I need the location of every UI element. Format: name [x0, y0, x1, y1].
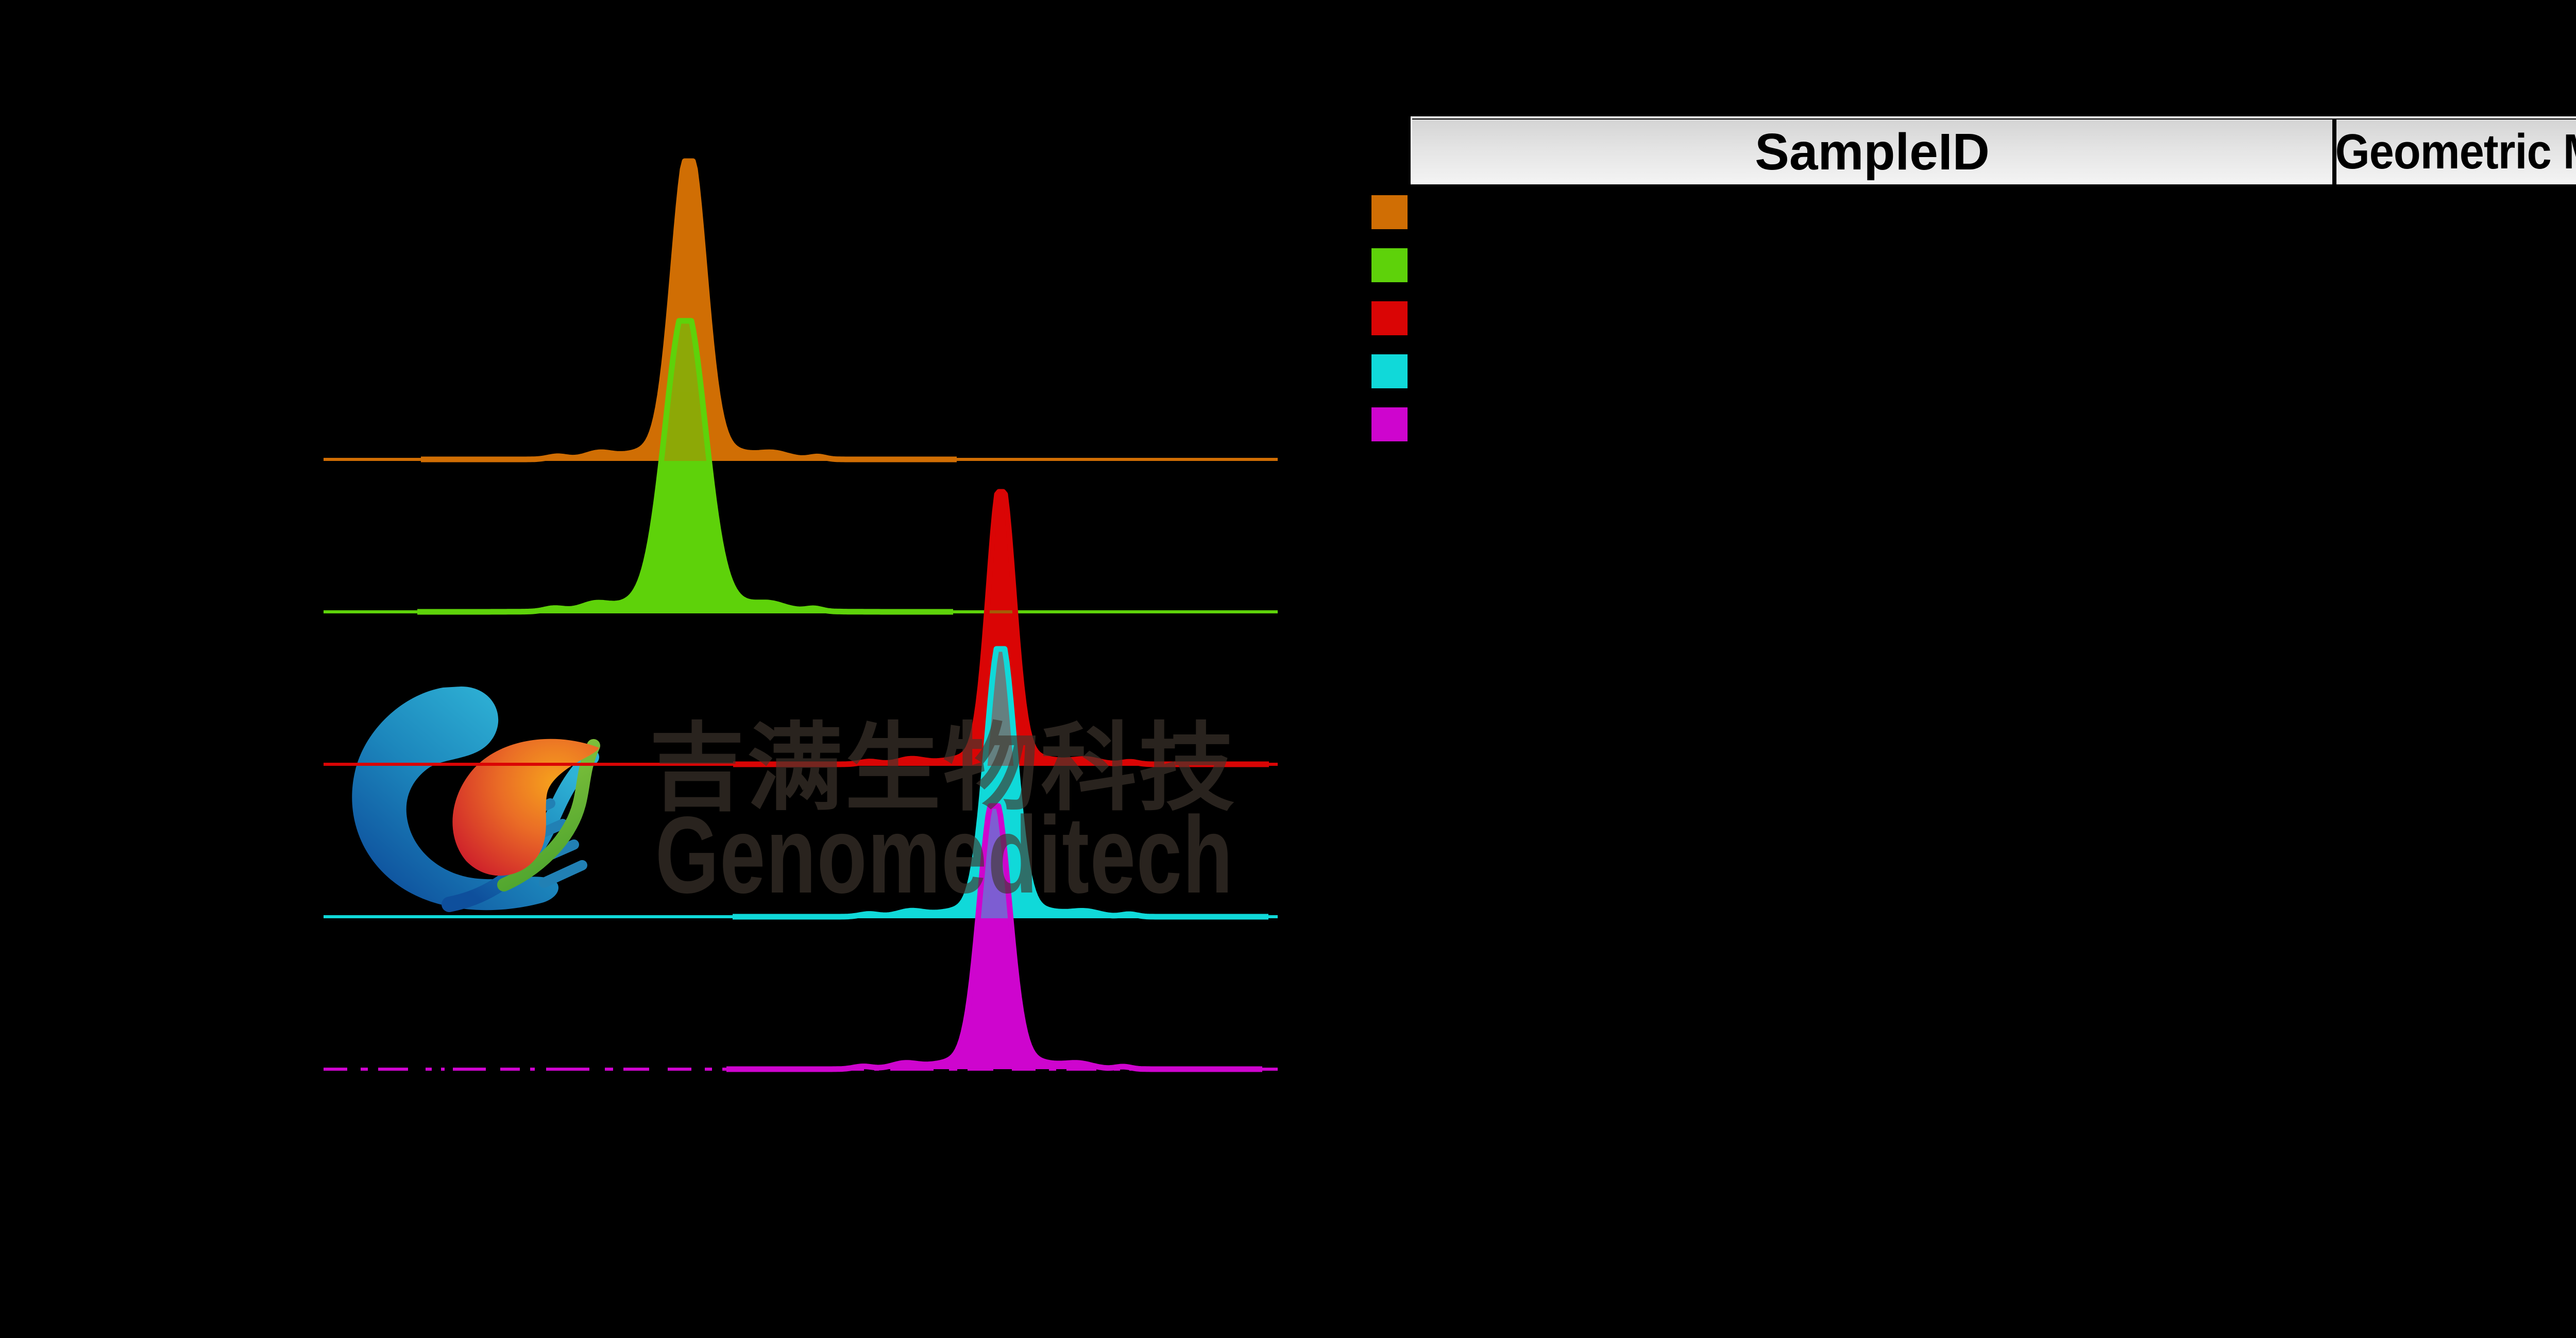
legend-swatch-sample-5 — [1371, 407, 1408, 441]
histogram-series-layer — [324, 158, 1278, 1072]
legend-swatch-column — [1371, 195, 1408, 460]
legend-swatch-sample-2 — [1371, 248, 1408, 282]
genomeditech-logo-icon — [352, 687, 600, 912]
watermark-company-cn: 吉满生物科技 — [649, 715, 1236, 822]
peak-outline-sample-2 — [416, 318, 954, 615]
peak-outline-sample-4 — [732, 646, 1269, 920]
legend-swatch-sample-1 — [1371, 195, 1408, 229]
peak-fill-sample-4 — [733, 649, 1268, 917]
peak-fill-sample-2 — [417, 321, 953, 612]
peak-fill-sample-5 — [726, 806, 1262, 1069]
watermark-company-en: Genomeditech — [655, 794, 1233, 916]
column-header-geometric-mean[interactable]: Geometric Mean : FL11-H — [2336, 119, 2576, 184]
results-table: SampleID Geometric Mean : FL11-H — [1411, 116, 2576, 184]
legend-swatch-sample-4 — [1371, 354, 1408, 388]
peak-outline-sample-3 — [732, 489, 1270, 767]
series-sample-2 — [324, 318, 1278, 615]
overlap-blend-sample-2 — [417, 321, 953, 461]
series-sample-1 — [324, 158, 1278, 462]
peak-fill-sample-1 — [421, 161, 957, 459]
overlap-blend-sample-3 — [733, 492, 1269, 613]
peak-outline-sample-5 — [725, 803, 1263, 1072]
column-header-sampleid[interactable]: SampleID — [1412, 119, 2332, 184]
peak-outline-sample-1 — [420, 158, 958, 462]
peak-fill-sample-3 — [733, 492, 1269, 764]
column-header-geometric-mean-label: Geometric Mean : FL11-H — [2336, 124, 2576, 179]
legend-swatch-sample-3 — [1371, 301, 1408, 335]
